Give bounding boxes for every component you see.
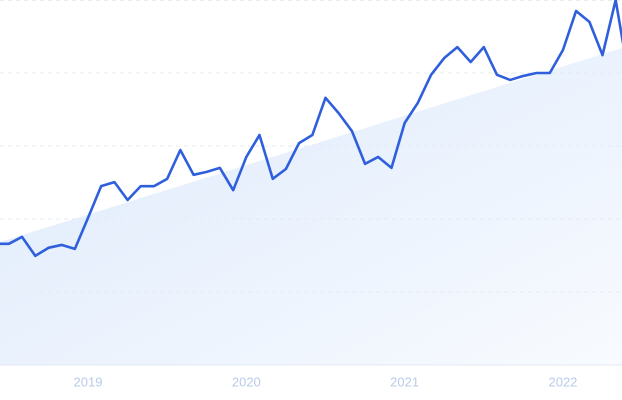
x-tick-label: 2019	[74, 374, 103, 389]
trend-area	[0, 48, 622, 365]
plot-area	[0, 0, 622, 258]
x-tick-label: 2020	[232, 374, 261, 389]
line	[0, 0, 622, 258]
grid	[0, 0, 622, 366]
x-tick-label: 2022	[548, 374, 577, 389]
x-tick-label: 2021	[390, 374, 419, 389]
x-axis: 2019 2020 2021 2022	[74, 374, 578, 389]
